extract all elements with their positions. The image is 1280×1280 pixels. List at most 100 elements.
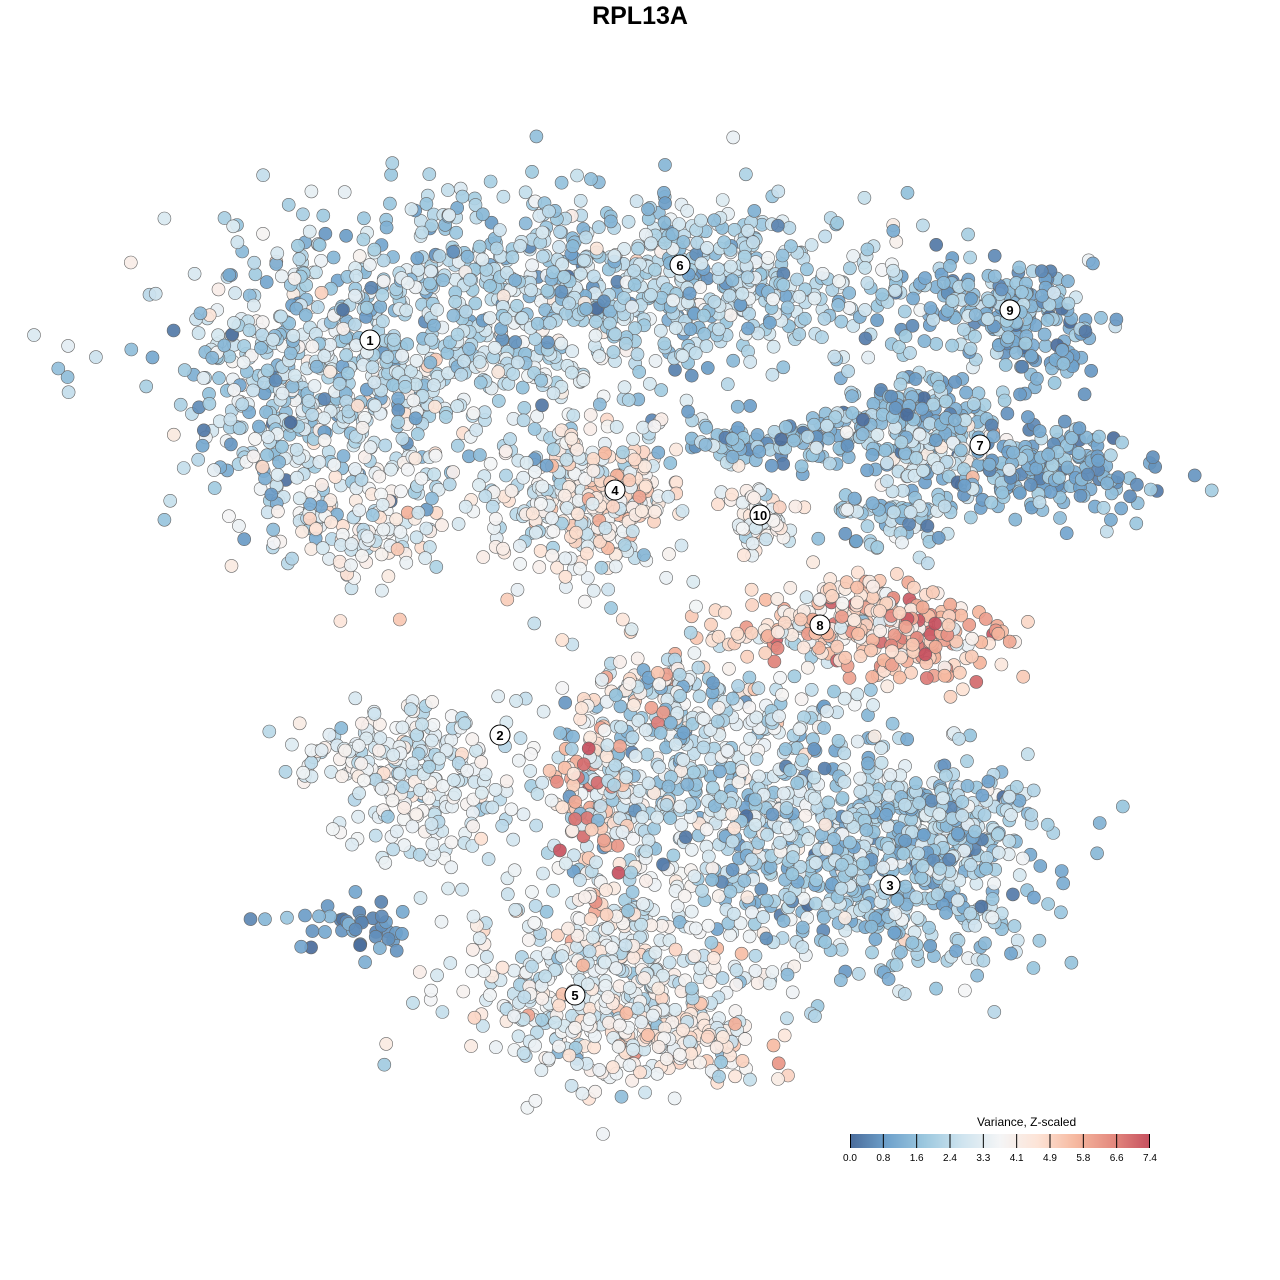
data-point bbox=[318, 925, 332, 939]
data-point bbox=[443, 956, 458, 970]
data-point bbox=[363, 440, 378, 455]
data-point bbox=[599, 883, 613, 897]
data-point bbox=[842, 671, 857, 685]
data-point bbox=[890, 893, 905, 907]
data-point bbox=[621, 904, 635, 918]
data-point bbox=[735, 764, 750, 778]
data-point bbox=[961, 227, 975, 242]
data-point bbox=[674, 538, 689, 553]
data-point bbox=[525, 165, 539, 179]
data-point bbox=[588, 328, 603, 343]
data-point bbox=[353, 938, 367, 953]
data-point bbox=[866, 698, 880, 712]
data-point bbox=[419, 197, 434, 211]
data-point bbox=[821, 431, 836, 446]
data-point bbox=[441, 881, 455, 896]
data-point bbox=[608, 559, 623, 574]
data-point bbox=[1077, 387, 1092, 402]
data-point bbox=[830, 639, 845, 654]
data-point bbox=[697, 327, 712, 341]
data-point bbox=[880, 474, 894, 489]
data-point bbox=[699, 339, 714, 354]
data-point bbox=[309, 265, 323, 280]
data-point bbox=[851, 565, 865, 580]
data-point bbox=[536, 866, 550, 881]
data-point bbox=[908, 776, 923, 790]
data-point bbox=[424, 218, 439, 233]
data-point bbox=[682, 1035, 697, 1049]
data-point bbox=[908, 372, 923, 386]
data-point bbox=[435, 1005, 450, 1019]
data-point bbox=[455, 882, 469, 897]
data-point bbox=[550, 774, 564, 789]
data-point bbox=[528, 1038, 542, 1053]
data-point bbox=[573, 266, 588, 281]
data-point bbox=[929, 337, 944, 351]
data-point bbox=[516, 470, 531, 485]
data-point bbox=[658, 158, 672, 172]
data-point bbox=[634, 917, 649, 932]
data-point bbox=[344, 537, 359, 551]
data-point bbox=[474, 785, 489, 800]
data-point bbox=[672, 667, 687, 682]
data-point bbox=[749, 752, 764, 766]
data-point bbox=[711, 497, 725, 512]
data-point bbox=[625, 730, 640, 745]
data-point bbox=[577, 253, 591, 268]
data-point bbox=[741, 223, 755, 238]
data-point bbox=[853, 784, 868, 799]
data-point bbox=[294, 939, 309, 954]
data-point bbox=[696, 740, 711, 755]
data-point bbox=[860, 463, 874, 478]
data-point bbox=[487, 340, 502, 355]
data-point bbox=[558, 551, 573, 566]
data-point bbox=[489, 1040, 503, 1054]
data-point bbox=[586, 269, 601, 284]
data-point bbox=[750, 976, 765, 990]
data-point bbox=[61, 385, 76, 400]
data-point bbox=[730, 626, 745, 641]
data-point bbox=[889, 958, 904, 972]
data-point bbox=[248, 267, 263, 282]
data-point bbox=[483, 279, 497, 293]
data-point bbox=[1040, 313, 1055, 327]
data-point bbox=[705, 872, 719, 887]
data-point bbox=[227, 316, 241, 330]
data-point bbox=[626, 950, 641, 965]
data-point bbox=[1001, 330, 1016, 345]
data-point bbox=[938, 394, 953, 409]
data-point bbox=[1056, 356, 1071, 371]
data-point bbox=[886, 505, 901, 520]
data-point bbox=[260, 448, 274, 463]
data-point bbox=[450, 399, 465, 414]
data-point bbox=[305, 339, 320, 354]
data-point bbox=[550, 928, 565, 943]
data-point bbox=[507, 863, 522, 878]
data-point bbox=[774, 432, 788, 447]
data-point bbox=[442, 208, 456, 223]
data-point bbox=[323, 364, 337, 379]
data-point bbox=[535, 225, 550, 240]
data-point bbox=[841, 450, 856, 465]
data-point bbox=[866, 579, 880, 594]
data-point bbox=[894, 945, 908, 959]
data-point bbox=[840, 438, 855, 453]
data-point bbox=[898, 833, 912, 848]
data-point bbox=[424, 733, 439, 748]
data-point bbox=[205, 350, 220, 365]
data-point bbox=[1073, 488, 1088, 503]
data-point bbox=[648, 945, 663, 960]
data-point bbox=[998, 358, 1013, 372]
data-point bbox=[676, 1023, 690, 1037]
data-point bbox=[653, 323, 668, 338]
data-point bbox=[903, 346, 917, 360]
data-point bbox=[657, 336, 672, 351]
data-point bbox=[741, 321, 755, 336]
data-point bbox=[626, 432, 640, 446]
data-point bbox=[834, 609, 849, 624]
data-point bbox=[336, 449, 351, 463]
data-point bbox=[1114, 501, 1128, 516]
data-point bbox=[491, 365, 506, 379]
data-point bbox=[701, 1029, 715, 1044]
